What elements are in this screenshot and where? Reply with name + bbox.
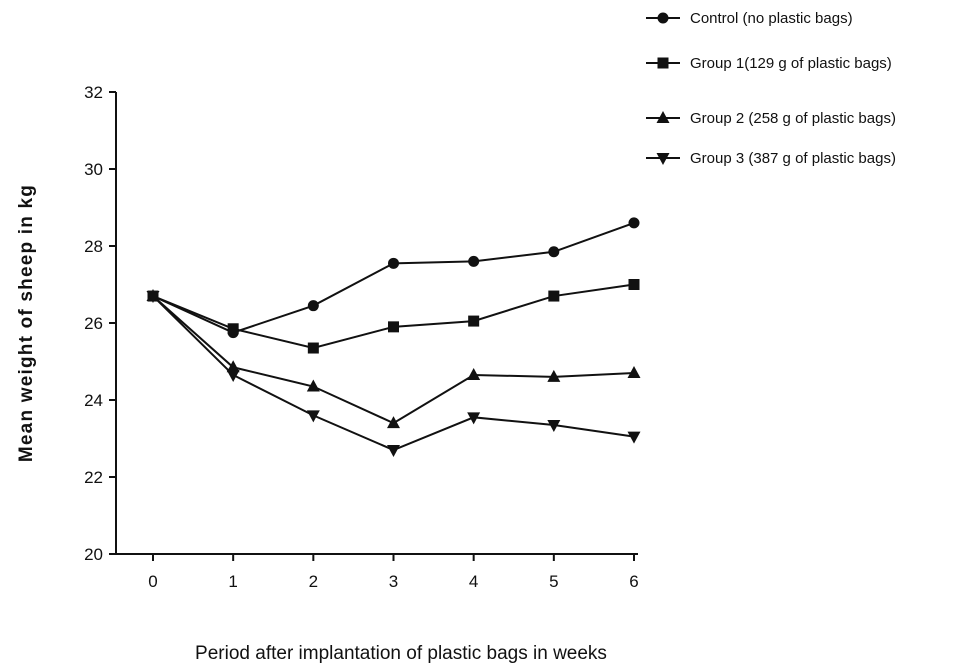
legend-marker [658, 13, 669, 24]
y-tick-label: 26 [84, 314, 103, 333]
y-axis-title: Mean weight of sheep in kg [16, 184, 37, 462]
data-point [628, 432, 641, 444]
x-tick-label: 2 [309, 572, 318, 591]
data-point [628, 366, 641, 378]
y-tick-label: 28 [84, 237, 103, 256]
x-axis-title: Period after implantation of plastic bag… [195, 643, 607, 664]
legend-label: Group 1(129 g of plastic bags) [690, 55, 892, 72]
legend-item: Control (no plastic bags) [646, 10, 853, 27]
data-point [467, 368, 480, 380]
data-point [548, 246, 559, 257]
x-tick-label: 5 [549, 572, 558, 591]
series-group [147, 217, 641, 457]
axes [116, 92, 638, 554]
y-tick-label: 24 [84, 391, 103, 410]
legend-item: Group 2 (258 g of plastic bags) [646, 110, 896, 127]
y-tick-label: 22 [84, 468, 103, 487]
y-tick-label: 32 [84, 83, 103, 102]
series-line [153, 285, 634, 349]
x-tick-label: 3 [389, 572, 398, 591]
data-point [308, 343, 319, 354]
series-group-3 [147, 291, 641, 457]
series-control [148, 217, 640, 338]
series-group-1 [148, 279, 640, 354]
legend: Control (no plastic bags) Group 1(129 g o… [646, 10, 896, 167]
data-point [388, 258, 399, 269]
data-point [387, 445, 400, 457]
data-point [308, 300, 319, 311]
x-tick-label: 4 [469, 572, 478, 591]
series-group-2 [147, 289, 641, 428]
x-tick-label: 6 [629, 572, 638, 591]
y-ticks: 20 22 24 26 28 30 32 [84, 83, 116, 564]
data-point [629, 279, 640, 290]
series-line [153, 223, 634, 333]
data-point [629, 217, 640, 228]
data-point [468, 256, 479, 267]
data-point [548, 291, 559, 302]
data-point [468, 316, 479, 327]
x-tick-label: 0 [148, 572, 157, 591]
legend-label: Group 2 (258 g of plastic bags) [690, 110, 896, 127]
data-point [228, 323, 239, 334]
data-point [227, 370, 240, 382]
data-point [388, 321, 399, 332]
y-tick-label: 20 [84, 545, 103, 564]
legend-marker [658, 58, 669, 69]
legend-item: Group 3 (387 g of plastic bags) [646, 150, 896, 167]
legend-label: Control (no plastic bags) [690, 10, 853, 27]
x-ticks: 0 1 2 3 4 5 6 [148, 554, 638, 591]
legend-item: Group 1(129 g of plastic bags) [646, 55, 892, 72]
legend-label: Group 3 (387 g of plastic bags) [690, 150, 896, 167]
x-tick-label: 1 [228, 572, 237, 591]
y-tick-label: 30 [84, 160, 103, 179]
series-line [153, 296, 634, 423]
